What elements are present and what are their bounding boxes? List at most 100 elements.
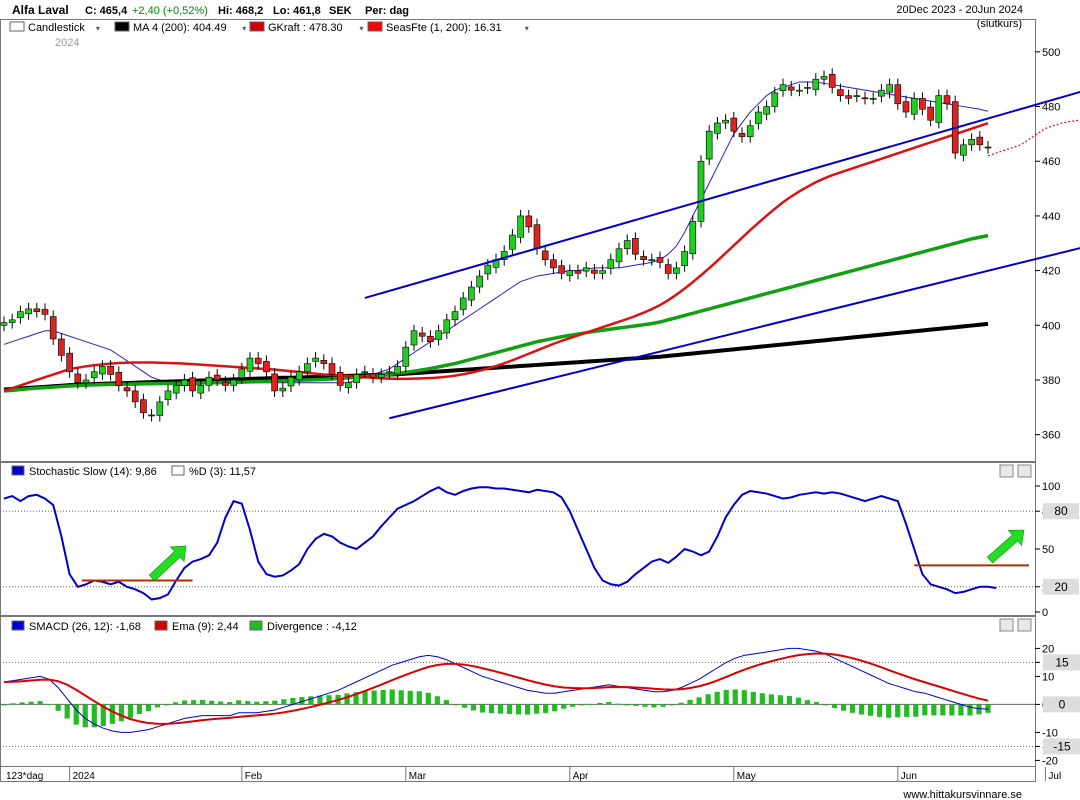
candle-body <box>960 144 967 156</box>
candle-body <box>779 84 787 91</box>
candle-body <box>910 98 918 115</box>
candle-body <box>115 372 123 386</box>
divergence-bar <box>28 701 34 705</box>
stochastic-legend-swatch <box>11 465 25 476</box>
divergence-bar <box>804 700 811 705</box>
divergence-bar <box>840 704 847 711</box>
candle-body <box>271 373 278 392</box>
divergence-bar <box>10 703 16 705</box>
divergence-bar <box>886 704 892 718</box>
candle-body <box>222 381 229 386</box>
divergence-bar <box>254 701 260 705</box>
candle-body <box>49 316 57 340</box>
legend-label: Candlestick <box>28 22 85 34</box>
divergence-bar <box>642 704 648 707</box>
candle-body <box>353 374 360 384</box>
ma-green-line <box>3 233 989 393</box>
x-tick-label: Jun <box>901 771 917 782</box>
y-tick-label: 460 <box>1042 156 1060 168</box>
divergence-bar <box>714 691 720 705</box>
candle-body <box>878 89 885 97</box>
divergence-bar <box>651 704 657 708</box>
candle-body <box>517 215 524 238</box>
divergence-bar <box>669 704 675 706</box>
macd-level-label: -15 <box>1053 739 1071 753</box>
candle-body <box>74 373 82 384</box>
candle-body <box>828 73 836 88</box>
divergence-bar <box>768 694 774 705</box>
divergence-bar <box>218 701 224 705</box>
divergence-bar <box>281 699 287 705</box>
divergence-bar <box>209 700 215 705</box>
info-bar <box>0 0 1035 19</box>
high-value: Hi: 468,2 <box>218 5 263 17</box>
panel-frames <box>0 19 1036 782</box>
candle-body <box>287 376 295 387</box>
candle-body <box>714 122 721 134</box>
divergence-bar <box>777 695 783 705</box>
candle-body <box>894 84 902 105</box>
close-icon <box>1017 618 1032 632</box>
candle-body <box>927 106 934 121</box>
stochastic-level-label: 20 <box>1054 580 1068 594</box>
stochastic-level-box <box>1043 503 1079 520</box>
candle-body <box>410 330 418 346</box>
settings-icon <box>999 618 1014 632</box>
candle-body <box>238 368 246 379</box>
divergence-bar <box>967 704 973 716</box>
divergence-bar <box>588 703 594 705</box>
candle-body <box>869 98 877 100</box>
divergence-bar <box>976 704 982 715</box>
divergence-bar <box>82 704 88 728</box>
candle-body <box>755 111 762 124</box>
macd-tick-label: -20 <box>1042 755 1058 767</box>
candle-body <box>476 275 483 288</box>
stochastic-tick-label: 50 <box>1042 544 1054 556</box>
channel-upper-line <box>364 90 1080 299</box>
divergence-bar <box>723 689 729 705</box>
candle-body <box>607 259 615 269</box>
divergence-bar <box>200 699 206 705</box>
candle-body <box>902 101 910 113</box>
divergence-bar <box>479 704 486 713</box>
seasfte-line <box>987 119 1080 157</box>
candle-body <box>435 330 442 340</box>
ma200-line <box>3 321 989 392</box>
main-legend: Candlestick ▾ MA 4 (200): 404.49 ▾ GKraft : … <box>9 21 529 34</box>
macd-level-label: 0 <box>1059 697 1066 711</box>
candle-body <box>254 357 262 364</box>
legend-label: MA 4 (200): 404.49 <box>133 22 227 34</box>
candle-body <box>295 371 303 380</box>
candle-body <box>427 335 434 342</box>
candle-body <box>705 130 713 160</box>
moving-averages <box>3 81 1080 393</box>
candle-body <box>796 89 803 92</box>
candle-body <box>689 221 697 254</box>
macd-level-box <box>1043 738 1080 755</box>
candle-body <box>763 106 770 115</box>
stochastic-axis: 02050801008020 <box>0 481 1079 619</box>
candle-body <box>33 308 41 312</box>
divergence-bar <box>416 691 422 705</box>
divergence-bar <box>443 700 449 705</box>
divergence-bar <box>353 692 359 705</box>
divergence-bar <box>317 695 323 705</box>
divergence-bar <box>362 691 368 705</box>
candle-body <box>664 264 672 274</box>
y-tick-label: 440 <box>1042 211 1060 223</box>
close-icon <box>1017 464 1032 478</box>
divergence-bar <box>615 703 621 705</box>
divergence-bar <box>434 696 440 705</box>
candle-body <box>943 95 951 105</box>
candle-body <box>41 309 49 315</box>
candle-body <box>418 332 426 337</box>
macd-level-label: 15 <box>1055 655 1069 669</box>
legend-swatch <box>367 21 383 32</box>
trend-channel <box>364 90 1080 420</box>
candle-body <box>804 87 811 89</box>
divergence-bar <box>344 693 350 705</box>
divergence-bar <box>849 704 856 713</box>
macd-level-box <box>1043 696 1080 713</box>
candle-body <box>640 256 647 260</box>
